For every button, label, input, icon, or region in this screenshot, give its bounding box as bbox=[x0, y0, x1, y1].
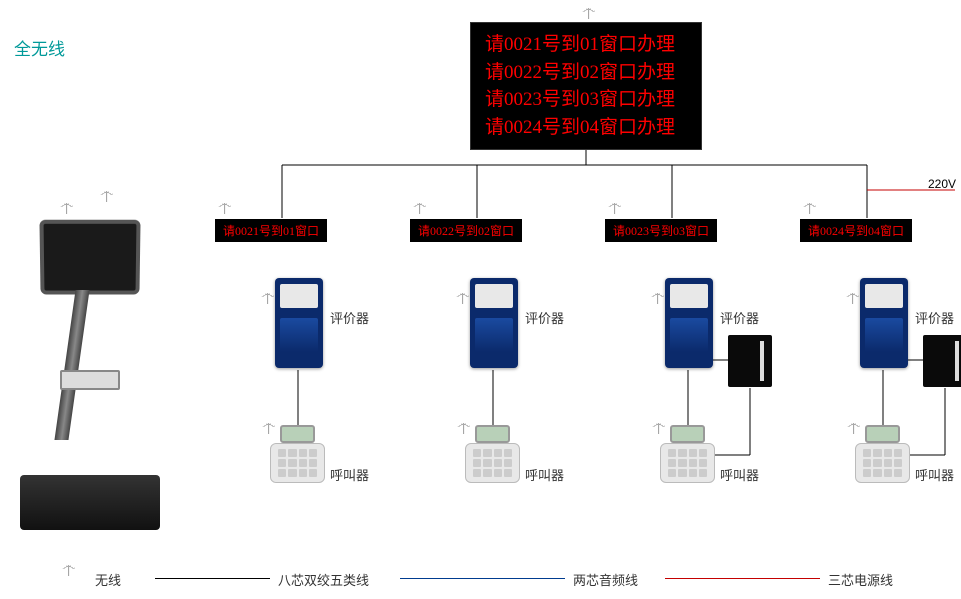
caller-keys bbox=[668, 449, 707, 477]
caller-lcd bbox=[475, 425, 510, 443]
caller-device bbox=[855, 425, 910, 483]
antenna-icon: ෴ bbox=[62, 562, 75, 574]
voltage-label: 220V bbox=[928, 177, 956, 191]
caller-label: 呼叫器 bbox=[330, 465, 369, 484]
antenna-icon: ෴ bbox=[261, 290, 274, 302]
antenna-icon: ෴ bbox=[846, 290, 859, 302]
caller-lcd bbox=[865, 425, 900, 443]
antenna-icon: ෴ bbox=[651, 290, 664, 302]
main-display-line: 请0021号到01窗口办理 bbox=[485, 31, 687, 59]
diagram-title: 全无线 bbox=[14, 35, 65, 60]
sub-led-display: 请0022号到02窗口 bbox=[410, 219, 522, 242]
evaluator-device bbox=[860, 278, 908, 368]
sub-led-display: 请0024号到04窗口 bbox=[800, 219, 912, 242]
sub-led-display: 请0021号到01窗口 bbox=[215, 219, 327, 242]
evaluator-label: 评价器 bbox=[720, 308, 759, 327]
antenna-icon: ෴ bbox=[218, 200, 231, 212]
antenna-icon: ෴ bbox=[60, 200, 73, 212]
antenna-icon: ෴ bbox=[100, 188, 113, 200]
evaluator-device bbox=[665, 278, 713, 368]
main-display-line: 请0024号到04窗口办理 bbox=[485, 114, 687, 142]
legend-cat5-line bbox=[155, 578, 270, 579]
kiosk-base bbox=[20, 475, 160, 530]
caller-device bbox=[660, 425, 715, 483]
main-led-display: 请0021号到01窗口办理 请0022号到02窗口办理 请0023号到03窗口办… bbox=[470, 22, 702, 150]
legend-power: 三芯电源线 bbox=[828, 570, 893, 589]
legend-cat5: 八芯双绞五类线 bbox=[278, 570, 369, 589]
evaluator-device bbox=[470, 278, 518, 368]
evaluator-label: 评价器 bbox=[330, 308, 369, 327]
caller-device bbox=[270, 425, 325, 483]
caller-label: 呼叫器 bbox=[915, 465, 954, 484]
antenna-icon: ෴ bbox=[803, 200, 816, 212]
evaluator-device bbox=[275, 278, 323, 368]
antenna-icon: ෴ bbox=[608, 200, 621, 212]
kiosk-device bbox=[20, 220, 160, 530]
antenna-icon: ෴ bbox=[582, 5, 595, 17]
caller-keys bbox=[278, 449, 317, 477]
blackbox-device bbox=[923, 335, 961, 387]
caller-label: 呼叫器 bbox=[525, 465, 564, 484]
blackbox-device bbox=[728, 335, 772, 387]
sub-led-display: 请0023号到03窗口 bbox=[605, 219, 717, 242]
main-display-line: 请0022号到02窗口办理 bbox=[485, 59, 687, 87]
evaluator-label: 评价器 bbox=[525, 308, 564, 327]
evaluator-label: 评价器 bbox=[915, 308, 954, 327]
kiosk-screen bbox=[39, 220, 140, 295]
legend-wireless: 无线 bbox=[95, 570, 121, 589]
caller-label: 呼叫器 bbox=[720, 465, 759, 484]
caller-keys bbox=[863, 449, 902, 477]
antenna-icon: ෴ bbox=[413, 200, 426, 212]
antenna-icon: ෴ bbox=[456, 290, 469, 302]
caller-lcd bbox=[280, 425, 315, 443]
kiosk-neck bbox=[54, 290, 89, 440]
caller-device bbox=[465, 425, 520, 483]
caller-lcd bbox=[670, 425, 705, 443]
legend-audio: 两芯音频线 bbox=[573, 570, 638, 589]
legend-audio-line bbox=[400, 578, 565, 579]
main-display-line: 请0023号到03窗口办理 bbox=[485, 86, 687, 114]
caller-keys bbox=[473, 449, 512, 477]
kiosk-slot bbox=[60, 370, 120, 390]
legend-power-line bbox=[665, 578, 820, 579]
